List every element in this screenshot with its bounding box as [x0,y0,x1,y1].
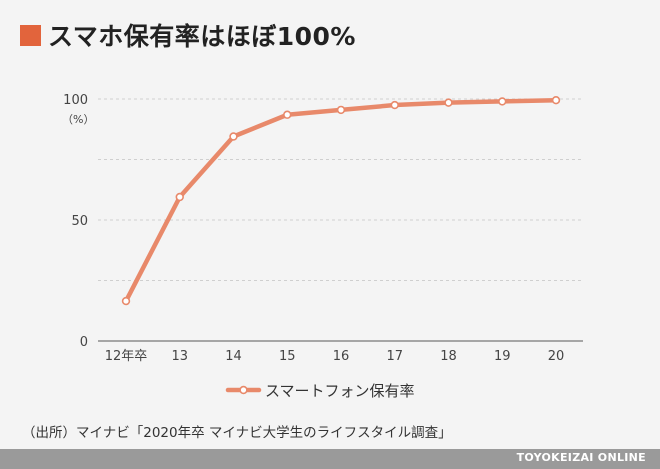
data-point [283,110,292,119]
x-tick-label: 15 [279,349,296,364]
x-tick-label: 17 [386,349,403,364]
data-point [229,132,238,141]
footer-brand: TOYOKEIZAI ONLINE [516,451,646,464]
x-tick-label: 12年卒 [105,349,148,364]
line-chart: 0 50 100 （%） 12年卒 13 14 15 16 17 18 19 20 スマートフォン保有率 [62,93,583,400]
data-point [336,105,346,115]
chart-title: スマホ保有率はほぼ100% [48,22,356,51]
series-line [123,97,559,304]
y-tick-label: 100 [63,93,88,108]
x-tick-label: 14 [225,349,242,364]
legend-swatch-point [239,385,248,395]
data-point [551,96,561,105]
source-note: （出所）マイナビ「2020年卒 マイナビ大学生のライフスタイル調査」 [22,425,452,441]
y-unit-label: （%） [62,113,94,126]
x-tick-label: 13 [171,349,188,364]
x-tick-label: 19 [494,349,511,364]
legend-label: スマートフォン保有率 [265,382,415,400]
data-point [390,100,399,110]
data-point [175,192,184,202]
data-point [444,98,453,107]
y-tick-label: 0 [80,335,88,350]
x-tick-label: 18 [440,349,457,364]
x-tick-label: 16 [333,349,350,364]
title-marker [20,24,41,46]
chart-title-row: スマホ保有率はほぼ100% [20,17,356,53]
x-tick-label: 20 [548,349,565,364]
footer-bar: TOYOKEIZAI ONLINE [0,449,660,469]
y-tick-label: 50 [71,214,88,229]
data-point [121,296,131,306]
data-point [498,97,507,106]
